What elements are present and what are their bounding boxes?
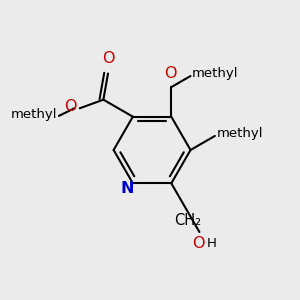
Text: O: O [102, 51, 114, 66]
Text: methyl: methyl [11, 108, 57, 121]
Text: H: H [207, 237, 217, 250]
Text: N: N [121, 181, 134, 196]
Text: O: O [64, 99, 77, 114]
Text: CH₂: CH₂ [174, 213, 201, 228]
Text: O: O [192, 236, 204, 251]
Text: methyl: methyl [192, 67, 238, 80]
Text: O: O [164, 66, 177, 81]
Text: methyl: methyl [216, 127, 263, 140]
